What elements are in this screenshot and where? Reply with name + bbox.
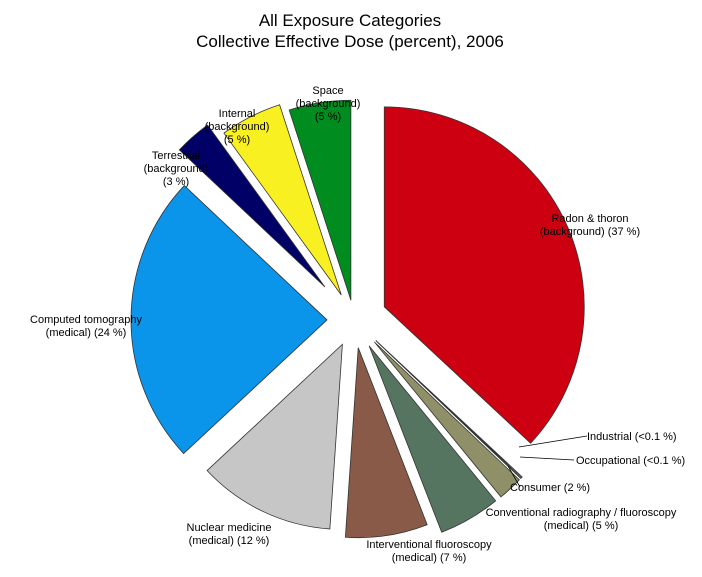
pie-slice-nuclear — [206, 343, 343, 530]
slice-label-line: Industrial (<0.1 %) — [587, 431, 677, 443]
slice-label-consumer: Consumer (2 %) — [510, 482, 590, 494]
slice-label-line: (background) (37 %) — [540, 226, 640, 238]
pie-slice-interventional — [344, 347, 428, 539]
pie-slice-internal — [223, 104, 342, 296]
slice-label-line: Space — [312, 85, 343, 97]
slice-label-line: (3 %) — [163, 176, 189, 188]
slice-label-industrial: Industrial (<0.1 %) — [587, 431, 677, 443]
pie-slice-ct — [130, 185, 328, 455]
pie-slice-occupational — [375, 340, 522, 480]
slice-label-space: Space (background) (5 %) — [296, 85, 361, 123]
slice-label-internal: Internal (background) (5 %) — [205, 108, 270, 146]
slice-label-line: (background) — [296, 98, 361, 110]
labels-layer: Radon & thoron (background) (37 %) Industr… — [30, 85, 685, 564]
chart-subtitle: Collective Effective Dose (percent), 200… — [196, 32, 504, 51]
slice-label-line: (5 %) — [224, 134, 250, 146]
slice-label-line: Nuclear medicine — [187, 522, 272, 534]
slice-label-line: Conventional radiography / fluoroscopy — [486, 507, 677, 519]
slice-label-occupational: Occupational (<0.1 %) — [576, 455, 685, 467]
leader-line-occupational — [519, 456, 575, 461]
slice-label-line: Interventional fluoroscopy — [366, 539, 492, 551]
pie-slice-radon — [383, 106, 585, 444]
slice-label-line: Occupational (<0.1 %) — [576, 455, 685, 467]
slice-label-line: (medical) (7 %) — [392, 552, 467, 564]
leader-line-industrial — [518, 435, 588, 448]
slice-label-conventional: Conventional radiography / fluoroscopy (m… — [486, 507, 677, 532]
slice-label-radon: Radon & thoron (background) (37 %) — [540, 213, 640, 238]
slice-label-line: (medical) (12 %) — [189, 535, 270, 547]
slice-label-line: (background) — [205, 121, 270, 133]
slice-label-line: Terrestrial — [152, 150, 200, 162]
slice-label-line: Computed tomography — [30, 314, 142, 326]
pie-slice-consumer — [374, 341, 520, 498]
slice-label-line: (medical) (24 %) — [46, 327, 127, 339]
pie-slice-conventional — [368, 345, 497, 533]
slice-label-interventional: Interventional fluoroscopy (medical) (7 %… — [366, 539, 492, 564]
slice-label-line: Radon & thoron — [551, 213, 628, 225]
chart-title: All Exposure Categories — [259, 11, 441, 30]
slice-label-line: (5 %) — [315, 111, 341, 123]
leader-line-consumer — [507, 465, 521, 488]
pie-slice-terrestrial — [178, 124, 326, 288]
pie-slice-space — [288, 99, 352, 301]
slice-label-ct: Computed tomography (medical) (24 %) — [30, 314, 142, 339]
slice-label-line: Consumer (2 %) — [510, 482, 590, 494]
slice-label-line: Internal — [219, 108, 256, 120]
slices-layer — [130, 99, 585, 539]
slice-label-line: (medical) (5 %) — [544, 520, 619, 532]
leader-lines-layer — [507, 435, 588, 488]
slice-label-terrestrial: Terrestrial (background) (3 %) — [144, 150, 209, 188]
slice-label-line: (background) — [144, 163, 209, 175]
slice-label-nuclear: Nuclear medicine (medical) (12 %) — [187, 522, 272, 547]
